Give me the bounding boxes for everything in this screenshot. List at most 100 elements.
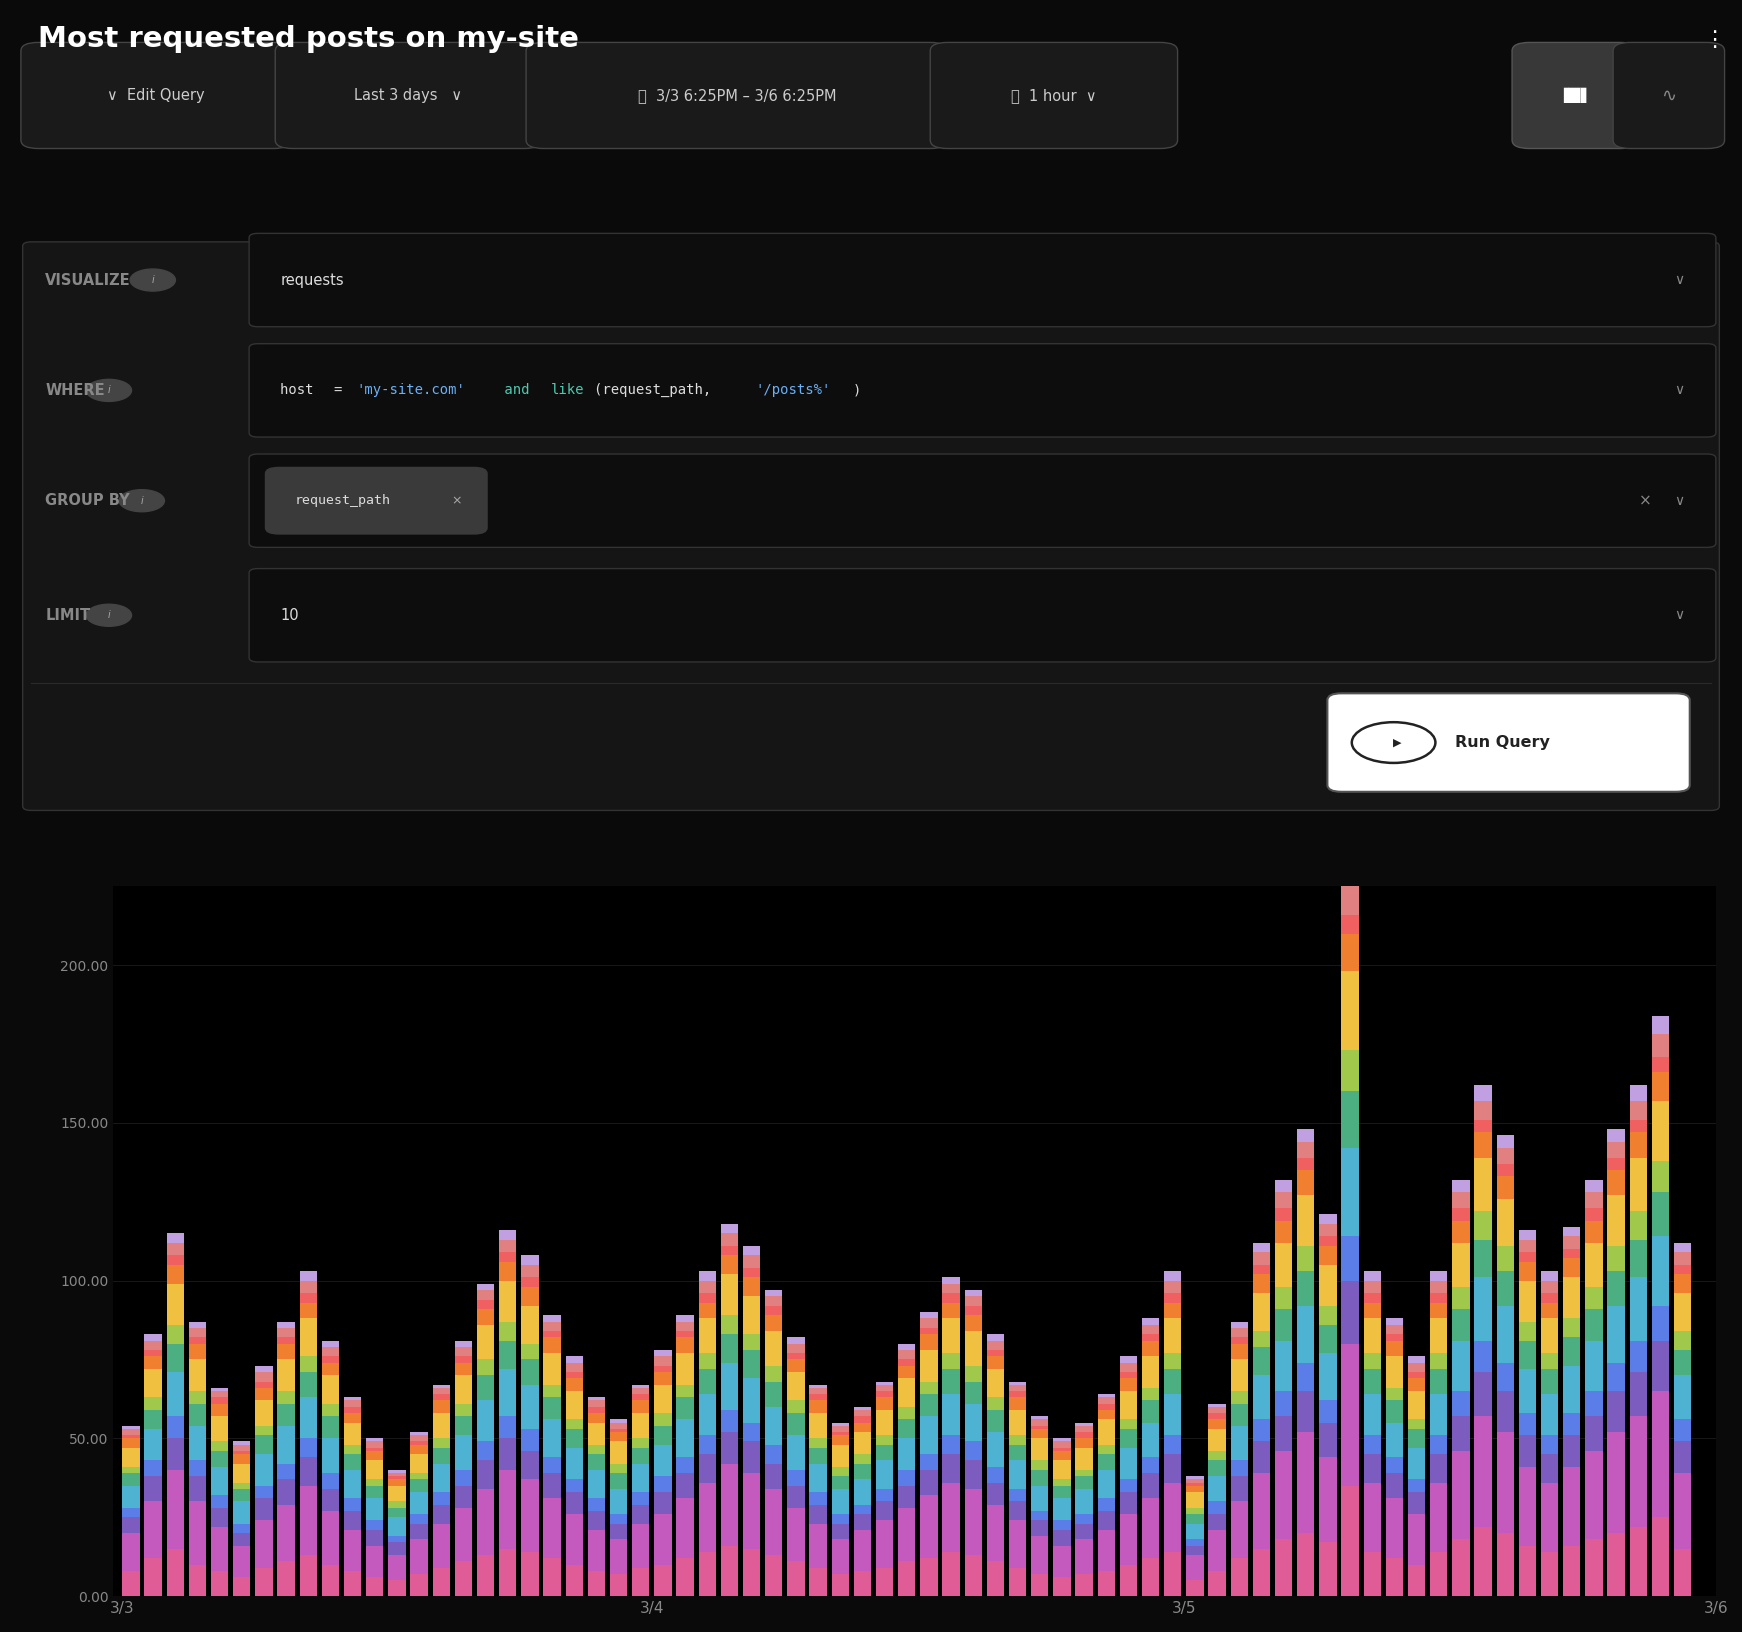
- Bar: [322, 1417, 340, 1438]
- Bar: [699, 1353, 716, 1369]
- Bar: [986, 1397, 1003, 1410]
- Bar: [876, 1501, 894, 1521]
- Bar: [1364, 1319, 1381, 1353]
- Bar: [854, 1464, 871, 1479]
- Bar: [699, 1454, 716, 1482]
- Bar: [1608, 1271, 1625, 1306]
- Bar: [432, 1492, 449, 1505]
- Bar: [1474, 1133, 1491, 1157]
- Bar: [1252, 1293, 1270, 1332]
- Bar: [1496, 1390, 1514, 1431]
- Bar: [765, 1555, 782, 1596]
- Bar: [1143, 1400, 1158, 1423]
- Bar: [1054, 1441, 1071, 1448]
- Bar: [942, 1454, 960, 1482]
- Bar: [233, 1501, 251, 1524]
- Bar: [1230, 1328, 1247, 1337]
- Bar: [188, 1343, 206, 1359]
- Bar: [744, 1278, 760, 1296]
- Bar: [965, 1315, 982, 1332]
- Bar: [211, 1572, 228, 1596]
- Bar: [1298, 1245, 1315, 1271]
- Bar: [122, 1518, 139, 1532]
- Bar: [521, 1255, 538, 1265]
- Bar: [1209, 1407, 1226, 1413]
- Bar: [632, 1505, 650, 1524]
- Bar: [122, 1435, 139, 1438]
- Bar: [1120, 1430, 1138, 1448]
- Bar: [1298, 1157, 1315, 1170]
- Bar: [432, 1448, 449, 1464]
- Bar: [1186, 1508, 1204, 1514]
- Bar: [1009, 1444, 1026, 1461]
- Bar: [1341, 1237, 1359, 1281]
- Bar: [145, 1410, 162, 1430]
- Bar: [1075, 1524, 1092, 1539]
- Bar: [1031, 1485, 1049, 1511]
- Bar: [388, 1501, 406, 1508]
- Bar: [1143, 1559, 1158, 1596]
- Bar: [343, 1423, 361, 1444]
- Bar: [1031, 1430, 1049, 1438]
- Bar: [188, 1404, 206, 1426]
- Bar: [1563, 1435, 1580, 1467]
- Bar: [1631, 1133, 1646, 1157]
- Bar: [965, 1488, 982, 1555]
- Bar: [145, 1335, 162, 1340]
- Bar: [366, 1485, 383, 1498]
- Bar: [942, 1369, 960, 1394]
- Bar: [300, 1302, 317, 1319]
- Bar: [366, 1577, 383, 1596]
- Bar: [432, 1438, 449, 1448]
- Bar: [1519, 1262, 1536, 1281]
- Bar: [854, 1572, 871, 1596]
- Bar: [1075, 1426, 1092, 1431]
- Bar: [676, 1384, 693, 1397]
- Bar: [1054, 1448, 1071, 1451]
- Bar: [1319, 1265, 1336, 1306]
- Bar: [411, 1435, 429, 1441]
- Bar: [1474, 1526, 1491, 1596]
- Bar: [1453, 1288, 1470, 1309]
- Bar: [1674, 1420, 1691, 1441]
- FancyBboxPatch shape: [249, 233, 1716, 326]
- Bar: [1031, 1536, 1049, 1573]
- Bar: [1608, 1390, 1625, 1431]
- Bar: [787, 1359, 805, 1373]
- Bar: [854, 1514, 871, 1529]
- Text: host: host: [280, 384, 322, 397]
- Bar: [1275, 1208, 1293, 1221]
- Bar: [544, 1397, 561, 1420]
- Bar: [831, 1444, 848, 1467]
- Bar: [1496, 1177, 1514, 1198]
- Bar: [500, 1438, 516, 1470]
- Bar: [986, 1335, 1003, 1340]
- Bar: [1542, 1435, 1559, 1454]
- Bar: [610, 1441, 627, 1464]
- Bar: [831, 1423, 848, 1426]
- Bar: [1319, 1542, 1336, 1596]
- Bar: [810, 1464, 827, 1492]
- Bar: [899, 1366, 916, 1379]
- Bar: [1430, 1435, 1448, 1454]
- Bar: [655, 1426, 672, 1444]
- Bar: [1164, 1369, 1181, 1394]
- Bar: [1474, 1373, 1491, 1417]
- Bar: [1542, 1293, 1559, 1302]
- FancyBboxPatch shape: [249, 454, 1716, 547]
- Bar: [1341, 1281, 1359, 1343]
- Bar: [566, 1479, 584, 1492]
- Bar: [1408, 1492, 1425, 1514]
- Bar: [1186, 1482, 1204, 1485]
- Bar: [1230, 1559, 1247, 1596]
- Bar: [765, 1315, 782, 1332]
- Bar: [1430, 1271, 1448, 1281]
- Bar: [587, 1423, 604, 1444]
- Bar: [1186, 1524, 1204, 1539]
- Bar: [787, 1337, 805, 1343]
- Bar: [721, 1275, 739, 1315]
- Bar: [322, 1346, 340, 1356]
- Bar: [1120, 1448, 1138, 1479]
- Bar: [721, 1410, 739, 1431]
- Bar: [1230, 1390, 1247, 1404]
